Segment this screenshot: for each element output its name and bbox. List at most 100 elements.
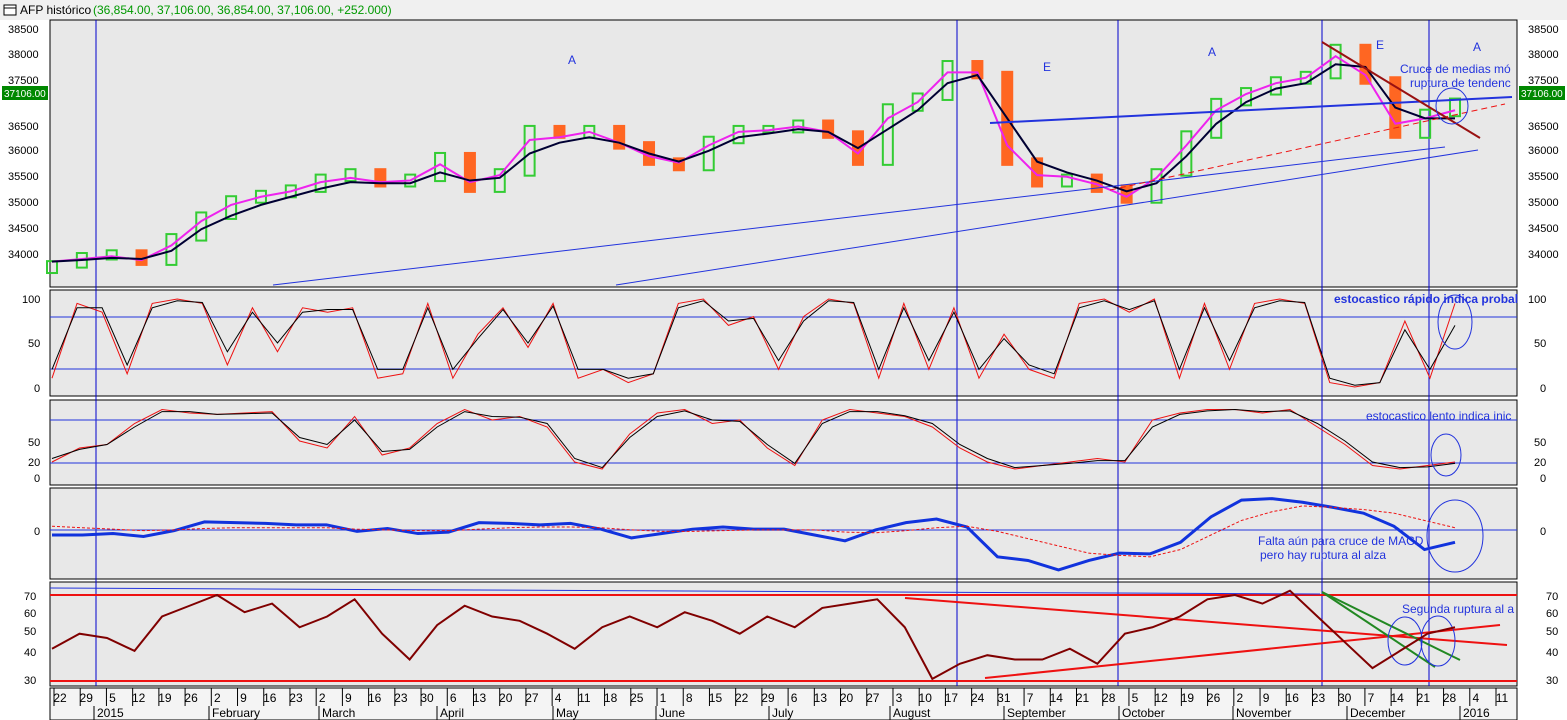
x-day-label: 2 — [214, 691, 221, 705]
price-tick: 35000 — [8, 197, 39, 209]
x-day-label: 7 — [1027, 691, 1034, 705]
x-day-label: 30 — [1338, 691, 1352, 705]
x-day-label: 14 — [1050, 691, 1064, 705]
trendline-support-2 — [615, 149, 1479, 286]
x-day-label: 24 — [971, 691, 985, 705]
price-tick: 35000 — [1528, 197, 1559, 209]
price-tick: 35500 — [1528, 171, 1559, 183]
rsi-tick: 60 — [24, 608, 36, 620]
wave-label: E — [1376, 38, 1384, 52]
x-day-label: 22 — [735, 691, 749, 705]
price-badge-right: 37106.00 — [1519, 86, 1565, 100]
title-bar: AFP histórico (36,854.00, 37,106.00, 36,… — [0, 0, 1567, 20]
x-month-label: June — [659, 706, 685, 720]
price-tick: 36500 — [1528, 121, 1559, 133]
x-day-label: 15 — [709, 691, 723, 705]
candle — [1329, 43, 1342, 80]
x-month-label: February — [212, 706, 260, 720]
rsi-trendline-green-1 — [1321, 591, 1461, 661]
x-day-label: 29 — [80, 691, 94, 705]
candle — [374, 168, 387, 188]
price-tick: 36000 — [8, 145, 39, 157]
wave-label: A — [568, 53, 576, 67]
price-tick: 34500 — [1528, 223, 1559, 235]
x-day-label: 14 — [1390, 691, 1404, 705]
fast-stoch-d-line — [51, 300, 1456, 386]
rsi-series — [51, 589, 1456, 681]
slow-stochastic-panel — [49, 399, 1518, 486]
fast-stoch-axis: 100 50 0 100 50 0 — [22, 294, 1546, 395]
x-day-label: 13 — [473, 691, 487, 705]
rsi-tick: 30 — [1546, 675, 1558, 687]
trendline-long-support — [272, 146, 1446, 286]
x-day-label: 13 — [814, 691, 828, 705]
ma-slow-line — [51, 54, 1456, 263]
x-day-label: 19 — [158, 691, 172, 705]
slow-stoch-axis: 50 20 0 50 20 0 — [28, 437, 1546, 485]
candle — [105, 249, 118, 261]
stoch-tick: 50 — [1534, 338, 1546, 350]
macd-signal-line — [51, 505, 1456, 558]
x-day-label: 22 — [53, 691, 67, 705]
x-day-label: 2 — [319, 691, 326, 705]
rsi-tick: 40 — [1546, 647, 1558, 659]
highlight-circle — [1430, 433, 1462, 477]
x-month-label: April — [440, 706, 464, 720]
trendline-resistance — [989, 96, 1513, 124]
rsi-line — [51, 589, 1456, 681]
x-month-label: October — [1122, 706, 1165, 720]
price-tick: 38000 — [8, 49, 39, 61]
rsi-trendlines — [49, 587, 1508, 679]
candle — [1449, 97, 1461, 118]
x-day-label: 2 — [1236, 691, 1243, 705]
x-day-label: 6 — [791, 691, 798, 705]
rsi-trendline-green-2 — [1321, 591, 1436, 668]
highlight-circle — [1387, 616, 1423, 666]
x-day-label: 21 — [1417, 691, 1431, 705]
x-day-label: 23 — [289, 691, 303, 705]
x-day-label: 16 — [263, 691, 277, 705]
stoch-tick: 50 — [28, 338, 40, 350]
rsi-axis: 70 60 50 40 30 70 60 50 40 30 — [24, 591, 1558, 687]
candle — [493, 168, 506, 193]
x-axis-strip — [49, 687, 1518, 720]
price-tick: 35500 — [8, 171, 39, 183]
window-title: AFP histórico — [20, 3, 91, 17]
x-day-label: 1 — [660, 691, 667, 705]
trendline-red-dashed — [1109, 103, 1506, 191]
window-icon — [3, 4, 17, 16]
candle — [1210, 97, 1223, 139]
candle — [822, 119, 835, 139]
price-annotation-1: Cruce de medias mó — [1400, 62, 1511, 76]
x-day-label: 31 — [997, 691, 1011, 705]
x-day-label: 30 — [420, 691, 434, 705]
x-day-label: 29 — [761, 691, 775, 705]
x-day-label: 21 — [1076, 691, 1090, 705]
highlight-circle — [1420, 615, 1456, 667]
x-month-label: November — [1236, 706, 1291, 720]
candle — [463, 151, 476, 193]
wave-label: A — [1208, 45, 1216, 59]
candle — [1060, 173, 1073, 188]
fast-stoch-annotation: estocastico rápido indica probal — [1334, 292, 1518, 306]
x-day-label: 12 — [1154, 691, 1168, 705]
macd-series — [51, 497, 1456, 572]
fast-stoch-series — [51, 298, 1456, 388]
macd-tick: 0 — [34, 526, 40, 538]
slow-stoch-k-line — [51, 408, 1456, 470]
rsi-trendline-red-up — [984, 624, 1501, 679]
x-day-label: 18 — [604, 691, 618, 705]
price-tick: 34000 — [8, 249, 39, 261]
x-day-label: 16 — [1286, 691, 1300, 705]
price-tick: 34500 — [8, 223, 39, 235]
stoch-tick: 20 — [28, 457, 40, 469]
price-tick: 38500 — [1528, 24, 1559, 36]
candle — [881, 103, 894, 166]
macd-line — [52, 497, 1456, 572]
candle — [1180, 130, 1193, 177]
x-day-label: 11 — [1496, 691, 1509, 705]
x-day-label: 28 — [1102, 691, 1116, 705]
ma-fast-line — [51, 63, 1455, 263]
stoch-tick: 20 — [1534, 457, 1546, 469]
